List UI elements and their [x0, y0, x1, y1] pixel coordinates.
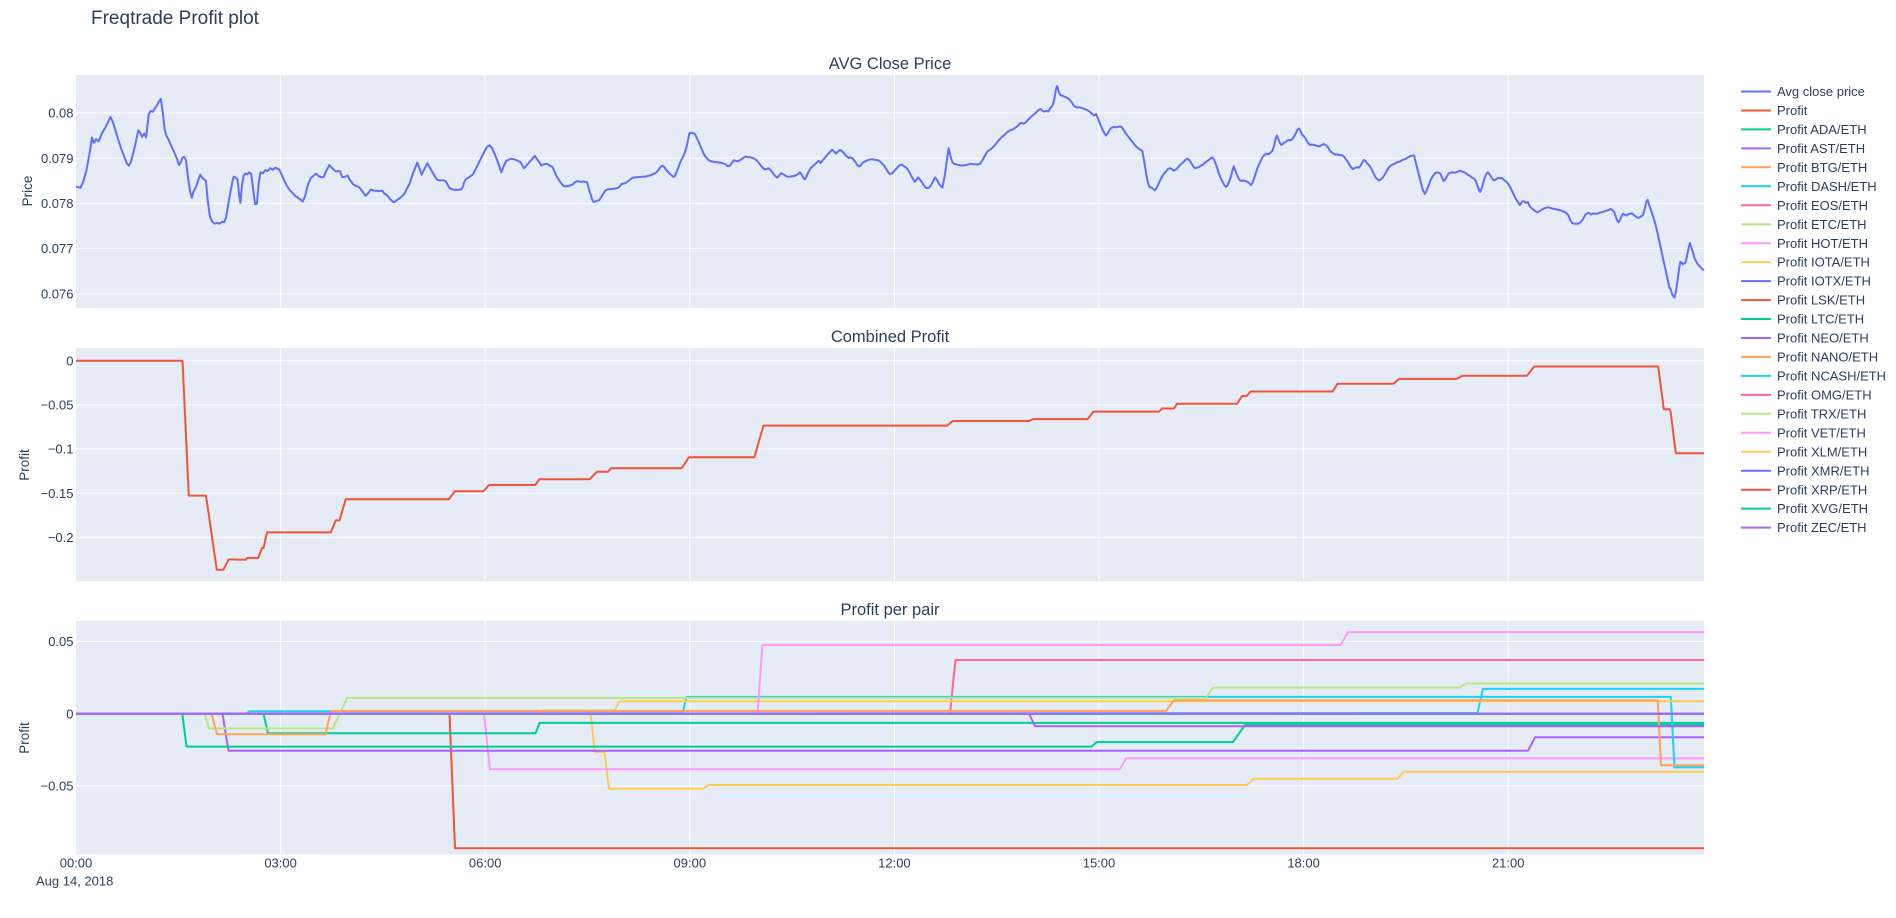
svg-text:21:00: 21:00: [1492, 856, 1525, 871]
svg-text:−0.05: −0.05: [41, 398, 74, 413]
svg-text:Profit HOT/ETH: Profit HOT/ETH: [1777, 236, 1868, 251]
svg-text:−0.2: −0.2: [48, 530, 74, 545]
svg-text:0: 0: [66, 706, 73, 721]
svg-text:Profit XVG/ETH: Profit XVG/ETH: [1777, 501, 1868, 516]
svg-text:Profit OMG/ETH: Profit OMG/ETH: [1777, 388, 1872, 403]
svg-text:Profit VET/ETH: Profit VET/ETH: [1777, 425, 1866, 440]
svg-text:0.076: 0.076: [41, 286, 74, 301]
svg-text:06:00: 06:00: [469, 856, 502, 871]
svg-text:Profit: Profit: [17, 722, 32, 754]
svg-text:Profit: Profit: [1777, 103, 1808, 118]
svg-text:Profit IOTA/ETH: Profit IOTA/ETH: [1777, 255, 1870, 270]
svg-text:0.08: 0.08: [48, 106, 73, 121]
svg-text:00:00: 00:00: [60, 856, 93, 871]
svg-text:18:00: 18:00: [1287, 856, 1320, 871]
svg-text:Profit EOS/ETH: Profit EOS/ETH: [1777, 198, 1868, 213]
svg-text:Profit LTC/ETH: Profit LTC/ETH: [1777, 312, 1864, 327]
svg-text:03:00: 03:00: [264, 856, 297, 871]
svg-text:Aug 14, 2018: Aug 14, 2018: [36, 874, 113, 889]
svg-text:−0.1: −0.1: [48, 442, 74, 457]
svg-text:Profit DASH/ETH: Profit DASH/ETH: [1777, 179, 1877, 194]
svg-text:Profit NCASH/ETH: Profit NCASH/ETH: [1777, 369, 1886, 384]
svg-text:0.079: 0.079: [41, 151, 74, 166]
svg-text:Profit XLM/ETH: Profit XLM/ETH: [1777, 444, 1867, 459]
svg-text:15:00: 15:00: [1083, 856, 1116, 871]
svg-text:Profit XMR/ETH: Profit XMR/ETH: [1777, 463, 1869, 478]
svg-text:0.05: 0.05: [48, 634, 73, 649]
svg-text:Profit IOTX/ETH: Profit IOTX/ETH: [1777, 274, 1871, 289]
svg-text:−0.05: −0.05: [41, 779, 74, 794]
svg-text:−0.15: −0.15: [41, 486, 74, 501]
svg-text:Profit NEO/ETH: Profit NEO/ETH: [1777, 331, 1869, 346]
svg-text:Profit ZEC/ETH: Profit ZEC/ETH: [1777, 520, 1867, 535]
svg-text:0: 0: [66, 353, 73, 368]
svg-text:Avg close price: Avg close price: [1777, 84, 1865, 99]
svg-text:0.078: 0.078: [41, 196, 74, 211]
svg-text:Profit NANO/ETH: Profit NANO/ETH: [1777, 350, 1878, 365]
svg-text:Price: Price: [20, 176, 35, 207]
svg-text:Profit ADA/ETH: Profit ADA/ETH: [1777, 122, 1867, 137]
svg-text:Profit: Profit: [17, 449, 32, 481]
svg-text:12:00: 12:00: [878, 856, 911, 871]
svg-text:Profit BTG/ETH: Profit BTG/ETH: [1777, 160, 1867, 175]
svg-text:09:00: 09:00: [674, 856, 707, 871]
svg-text:Freqtrade Profit plot: Freqtrade Profit plot: [91, 8, 260, 29]
svg-text:Profit TRX/ETH: Profit TRX/ETH: [1777, 406, 1866, 421]
svg-text:Combined Profit: Combined Profit: [831, 328, 950, 346]
svg-text:Profit per pair: Profit per pair: [840, 601, 940, 619]
svg-text:0.077: 0.077: [41, 241, 74, 256]
svg-text:Profit LSK/ETH: Profit LSK/ETH: [1777, 293, 1865, 308]
svg-text:Profit AST/ETH: Profit AST/ETH: [1777, 141, 1865, 156]
svg-text:Profit ETC/ETH: Profit ETC/ETH: [1777, 217, 1867, 232]
svg-text:AVG Close Price: AVG Close Price: [829, 55, 952, 73]
svg-text:Profit XRP/ETH: Profit XRP/ETH: [1777, 482, 1867, 497]
